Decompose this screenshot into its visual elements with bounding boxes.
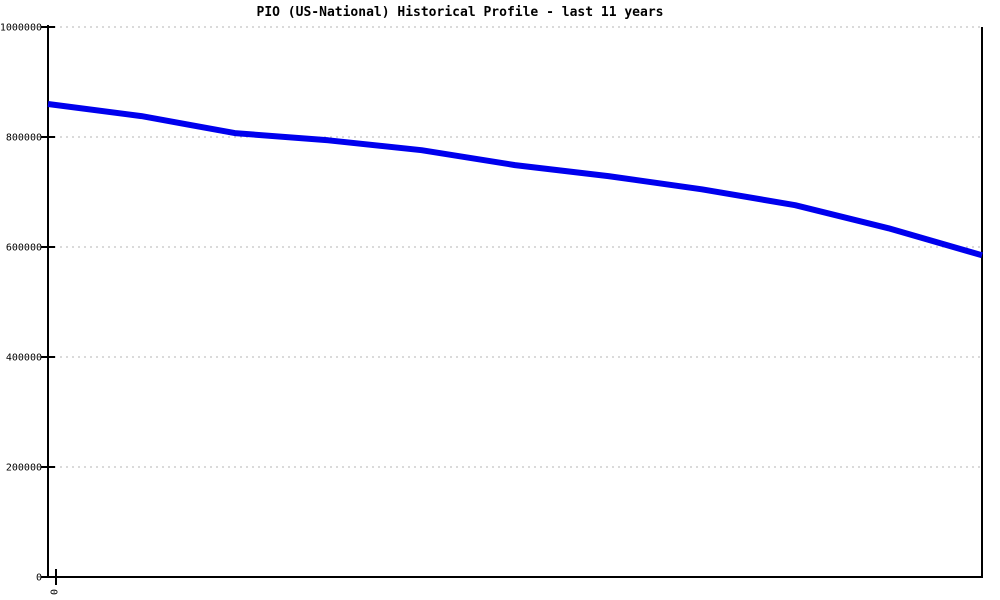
data-line [47,101,983,259]
y-tick-label: 400000 [6,353,42,364]
y-tick-label: 200000 [6,463,42,474]
y-tick-label: 1000000 [0,23,42,34]
y-tick-label: 800000 [6,133,42,144]
y-tick-label: 600000 [6,243,42,254]
x-tick-label: 0 [48,589,59,595]
chart-title: PIO (US-National) Historical Profile - l… [256,5,664,20]
y-tick-label: 0 [36,573,42,584]
